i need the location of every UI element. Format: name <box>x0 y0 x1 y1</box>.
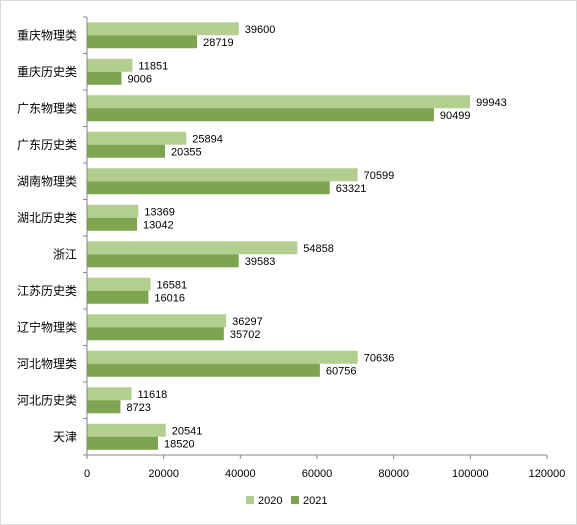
x-tick-label-4: 80000 <box>378 468 409 480</box>
data-label-2020-6: 54858 <box>303 243 334 255</box>
category-label-5: 湖北历史类 <box>17 210 77 225</box>
bar-2021-3 <box>87 144 166 158</box>
category-label-7: 江苏历史类 <box>17 284 77 298</box>
category-label-1: 重庆历史类 <box>17 65 77 79</box>
category-label-0: 重庆物理类 <box>17 28 77 42</box>
data-label-2020-1: 11851 <box>138 60 168 72</box>
x-tick-label-0: 0 <box>84 468 90 480</box>
legend-swatch-2021 <box>291 496 299 504</box>
bar-2020-10 <box>87 387 132 401</box>
bar-2020-7 <box>87 277 151 291</box>
category-label-4: 湖南物理类 <box>17 173 77 188</box>
bar-2020-2 <box>87 95 471 109</box>
bar-2021-2 <box>87 108 434 122</box>
bar-2020-1 <box>87 58 133 72</box>
data-label-2020-7: 16581 <box>157 279 188 291</box>
category-label-9: 河北物理类 <box>17 357 77 371</box>
data-label-2021-0: 28719 <box>203 37 234 49</box>
data-label-2021-11: 18520 <box>164 438 195 450</box>
bar-2021-10 <box>87 400 121 414</box>
category-label-11: 天津 <box>53 430 77 444</box>
bar-2021-4 <box>87 181 330 195</box>
data-label-2021-8: 35702 <box>230 329 261 341</box>
data-label-2020-3: 25894 <box>192 133 223 145</box>
data-label-2020-0: 39600 <box>245 24 276 36</box>
data-label-2021-2: 90499 <box>440 110 471 122</box>
bar-2021-7 <box>87 290 149 304</box>
category-label-8: 辽宁物理类 <box>17 319 77 334</box>
legend-label-2021: 2021 <box>303 495 327 507</box>
x-tick-label-5: 100000 <box>452 468 489 480</box>
data-label-2021-6: 39583 <box>245 256 276 268</box>
data-label-2020-8: 36297 <box>232 316 263 328</box>
data-label-2021-9: 60756 <box>326 365 357 377</box>
category-label-2: 广东物理类 <box>17 101 77 115</box>
bar-2020-6 <box>87 241 298 255</box>
bar-2020-5 <box>87 204 139 218</box>
bar-2020-11 <box>87 423 166 437</box>
bar-2021-9 <box>87 363 320 377</box>
data-label-2020-11: 20541 <box>172 425 203 437</box>
data-label-2021-3: 20355 <box>171 146 202 158</box>
bar-2021-5 <box>87 217 137 231</box>
data-label-2021-10: 8723 <box>126 402 150 414</box>
data-label-2021-7: 16016 <box>154 292 185 304</box>
legend-label-2020: 2020 <box>258 495 282 507</box>
bar-2020-4 <box>87 168 358 182</box>
category-label-3: 广东历史类 <box>17 138 77 152</box>
data-label-2020-2: 99943 <box>476 97 507 109</box>
category-label-6: 浙江 <box>53 247 77 261</box>
x-tick-label-2: 40000 <box>225 468 256 480</box>
bar-2020-3 <box>87 131 187 145</box>
bar-2020-0 <box>87 22 239 36</box>
bar-2020-8 <box>87 314 227 328</box>
bar-2021-11 <box>87 436 158 450</box>
data-label-2020-5: 13369 <box>144 206 175 218</box>
x-tick-label-1: 20000 <box>148 468 179 480</box>
bar-2021-6 <box>87 254 239 268</box>
bar-2021-0 <box>87 35 198 49</box>
x-tick-label-3: 60000 <box>302 468 333 480</box>
legend-swatch-2020 <box>246 496 254 504</box>
data-label-2021-1: 9006 <box>128 73 152 85</box>
bar-2021-1 <box>87 71 122 85</box>
bar-2021-8 <box>87 327 224 341</box>
data-label-2021-5: 13042 <box>143 219 174 231</box>
data-label-2021-4: 63321 <box>336 183 367 195</box>
data-label-2020-4: 70599 <box>364 170 395 182</box>
bar-2020-9 <box>87 350 358 364</box>
category-label-10: 河北历史类 <box>17 393 77 407</box>
data-label-2020-9: 70636 <box>364 352 395 364</box>
data-label-2020-10: 11618 <box>138 389 168 401</box>
x-tick-label-6: 120000 <box>529 468 566 480</box>
